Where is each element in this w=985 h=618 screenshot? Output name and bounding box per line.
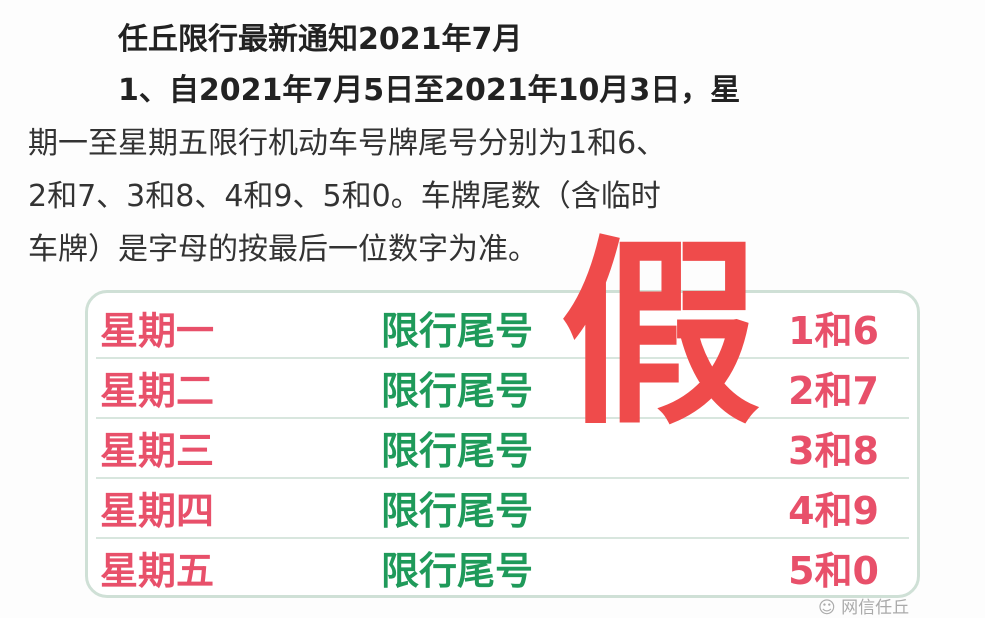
paragraph-line: 车牌）是字母的按最后一位数字为准。: [28, 232, 538, 267]
plate-numbers: 3和8: [788, 428, 879, 473]
wechat-icon: ☺: [818, 598, 842, 618]
page-title: 任丘限行最新通知2021年7月: [118, 22, 523, 57]
plate-numbers: 4和9: [788, 488, 879, 533]
paragraph-line: 2和7、3和8、4和9、5和0。车牌尾数（含临时: [28, 179, 661, 214]
table-row: 星期一 限行尾号 1和6: [96, 297, 909, 359]
row-label: 限行尾号: [381, 308, 534, 353]
table-row: 星期三 限行尾号 3和8: [96, 417, 909, 479]
table-row: 星期二 限行尾号 2和7: [96, 357, 909, 419]
fake-stamp: 假: [560, 219, 761, 452]
table-row: 星期四 限行尾号 4和9: [96, 477, 909, 539]
watermark-text: 网信任丘: [841, 598, 910, 618]
notice-paragraph: 1、自2021年7月5日至2021年10月3日，星 期一至星期五限行机动车号牌尾…: [28, 64, 958, 276]
plate-numbers: 1和6: [788, 308, 879, 353]
paragraph-line: 1、自2021年7月5日至2021年10月3日，星: [118, 73, 741, 108]
restriction-table: 星期一 限行尾号 1和6 星期二 限行尾号 2和7 星期三 限行尾号 3和8 星期四 限行尾号…: [85, 290, 920, 598]
row-label: 限行尾号: [381, 548, 534, 593]
weekday: 星期一: [100, 308, 215, 353]
weekday: 星期二: [100, 368, 215, 413]
row-label: 限行尾号: [381, 428, 534, 473]
plate-numbers: 2和7: [788, 368, 879, 413]
paragraph-line: 期一至星期五限行机动车号牌尾号分别为1和6、: [28, 126, 667, 161]
row-label: 限行尾号: [381, 368, 534, 413]
table-row: 星期五 限行尾号 5和0: [96, 537, 909, 597]
weekday: 星期四: [100, 488, 215, 533]
weekday: 星期三: [100, 428, 215, 473]
weekday: 星期五: [100, 548, 215, 593]
watermark: ☺ 网信任丘: [818, 599, 909, 617]
row-label: 限行尾号: [381, 488, 534, 533]
plate-numbers: 5和0: [788, 548, 879, 593]
